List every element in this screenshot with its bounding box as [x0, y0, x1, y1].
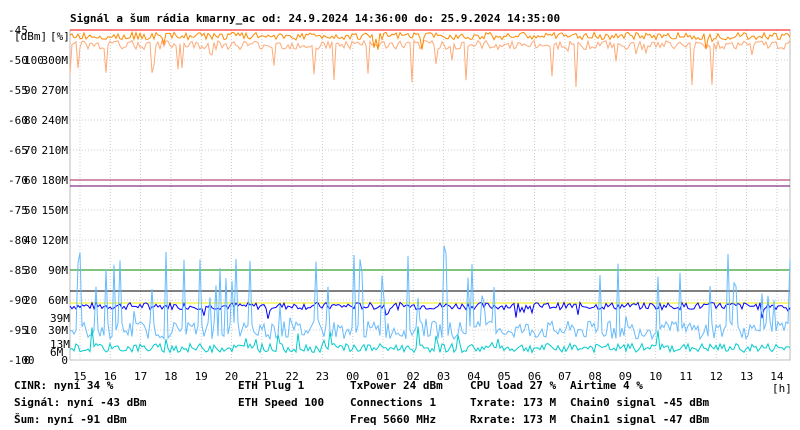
y-axis-unit-percent: [%]: [50, 30, 70, 43]
legend-item: Chain0 signal -45 dBm: [570, 396, 709, 409]
series-line-chain1-signal: [69, 38, 791, 88]
x-tick-label: 15: [73, 370, 86, 383]
y-tick-label-rate: 150M: [42, 204, 69, 217]
series-layer: [69, 29, 791, 354]
y-tick-label-dbm: -70: [8, 174, 28, 187]
y-tick-label-percent: 10: [24, 324, 37, 337]
y-tick-label-percent: 20: [24, 294, 37, 307]
x-tick-label: 01: [376, 370, 389, 383]
x-tick-label: 12: [710, 370, 723, 383]
y-tick-label-rate: 180M: [42, 174, 69, 187]
x-tick-label: 19: [195, 370, 208, 383]
x-tick-label: 08: [588, 370, 601, 383]
x-tick-label: 04: [467, 370, 481, 383]
y-tick-label-rate: 0: [61, 354, 68, 367]
y-tick-label-dbm: -65: [8, 144, 28, 157]
x-tick-label: 03: [437, 370, 450, 383]
x-tick-label: 09: [619, 370, 632, 383]
legend-item: Freq 5660 MHz: [350, 413, 436, 426]
x-tick-label: 00: [346, 370, 359, 383]
y-tick-label-percent: 0: [24, 354, 31, 367]
x-tick-label: 10: [649, 370, 662, 383]
x-tick-label: 02: [407, 370, 420, 383]
legend-item: Šum: nyní -91 dBm: [14, 413, 127, 426]
x-tick-label: 20: [225, 370, 238, 383]
series-line-cpu-load: [69, 245, 791, 341]
legend: CINR: nyní 34 % ETH Plug 1 TxPower 24 dBm C…: [14, 379, 709, 426]
x-tick-label: 21: [255, 370, 268, 383]
rate-marker-label: 13M: [50, 338, 70, 351]
y-tick-label-rate: 270M: [42, 84, 69, 97]
series-line-chain0-signal: [69, 30, 791, 50]
x-tick-label: 22: [285, 370, 298, 383]
y-tick-label-percent: 40: [24, 234, 37, 247]
rate-marker-label: 39M: [50, 312, 70, 325]
y-tick-label-rate: 30M: [48, 324, 68, 337]
y-tick-label-dbm: -90: [8, 294, 28, 307]
y-axis-unit-dbm: [dBm]: [14, 30, 47, 43]
y-tick-label-rate: 120M: [42, 234, 69, 247]
y-tick-label-percent: 60: [24, 174, 37, 187]
rate-marker-label: 6M: [50, 346, 64, 359]
y-tick-label-rate: 300M: [42, 54, 69, 67]
x-tick-label: 18: [164, 370, 177, 383]
plot-frame: [69, 29, 791, 361]
legend-item: CINR: nyní 34 %: [14, 379, 114, 392]
x-tick-label: 11: [679, 370, 692, 383]
x-tick-label: 07: [558, 370, 571, 383]
y-tick-label-dbm: -85: [8, 264, 28, 277]
y-tick-label-dbm: -50: [8, 54, 28, 67]
legend-item: Txrate: 173 M: [470, 396, 556, 409]
x-axis-unit: [h]: [772, 382, 792, 395]
y-tick-label-percent: 80: [24, 114, 37, 127]
x-tick-label: 05: [498, 370, 511, 383]
y-tick-label-dbm: -55: [8, 84, 28, 97]
y-tick-label-rate: 240M: [42, 114, 69, 127]
y-tick-label-dbm: -75: [8, 204, 28, 217]
y-tick-label-dbm: -60: [8, 114, 28, 127]
y-tick-label-percent: 100: [24, 54, 44, 67]
legend-item: CPU load 27 %: [470, 379, 556, 392]
y-tick-label-rate: 90M: [48, 264, 68, 277]
legend-item: Chain1 signal -47 dBm: [570, 413, 709, 426]
x-tick-label: 16: [104, 370, 117, 383]
x-tick-label: 14: [770, 370, 784, 383]
y-tick-label-percent: 70: [24, 144, 37, 157]
y-tick-label-percent: 50: [24, 204, 37, 217]
chart-title: Signál a šum rádia kmarny_ac od: 24.9.20…: [70, 12, 560, 25]
x-tick-label: 17: [134, 370, 147, 383]
y-tick-label-percent: 90: [24, 84, 37, 97]
legend-item: ETH Plug 1: [238, 379, 305, 392]
legend-item: Connections 1: [350, 396, 436, 409]
legend-item: Signál: nyní -43 dBm: [14, 396, 147, 409]
x-tick-label: 06: [528, 370, 541, 383]
series-line-airtime: [69, 326, 791, 354]
legend-item: TxPower 24 dBm: [350, 379, 443, 392]
y-tick-label-dbm: -100: [8, 354, 35, 367]
y-tick-label-rate: 60M: [48, 294, 68, 307]
series-line-šum: [69, 300, 791, 319]
legend-item: ETH Speed 100: [238, 396, 324, 409]
y-tick-label-dbm: -95: [8, 324, 28, 337]
y-tick-label-dbm: -45: [8, 24, 28, 37]
legend-item: Rxrate: 173 M: [470, 413, 556, 426]
legend-item: Airtime 4 %: [570, 379, 643, 392]
x-tick-label: 13: [740, 370, 753, 383]
y-tick-label-percent: 30: [24, 264, 37, 277]
y-tick-label-rate: 210M: [42, 144, 69, 157]
x-tick-label: 23: [316, 370, 329, 383]
y-tick-label-dbm: -80: [8, 234, 28, 247]
